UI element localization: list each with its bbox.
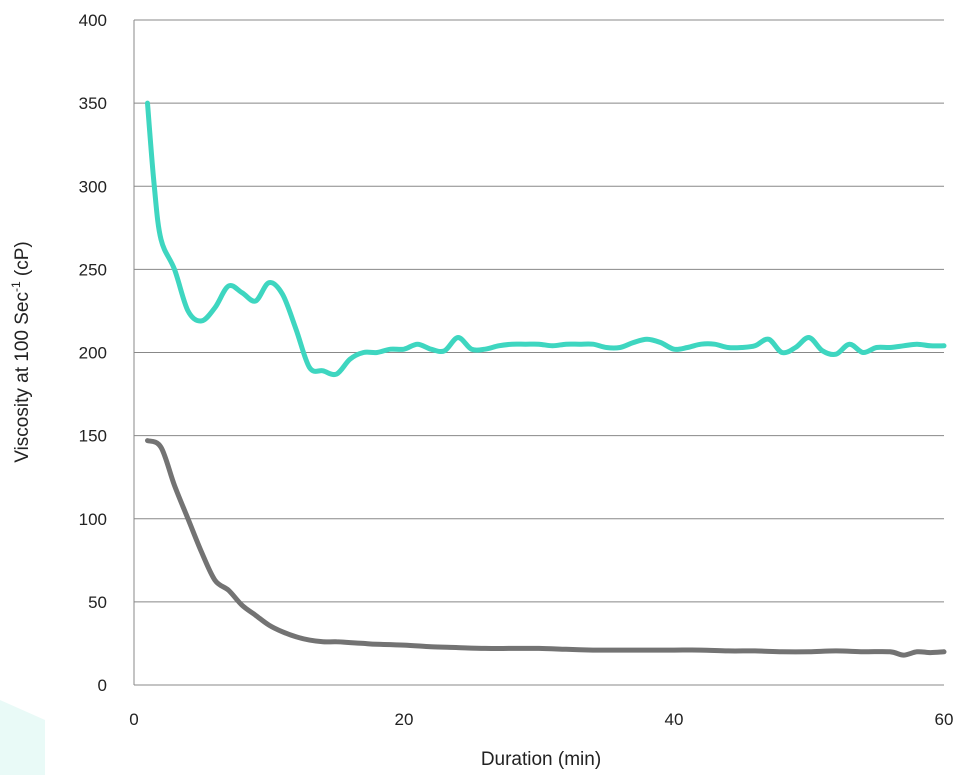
y-tick-label: 300 [79,177,107,196]
y-tick-label: 250 [79,260,107,279]
y-axis-label: Viscosity at 100 Sec-1 (cP) [9,241,33,463]
background-decoration-shape [0,700,45,775]
y-axis-label-unit: (cP) [12,241,33,281]
y-tick-label: 150 [79,427,107,446]
y-tick-label: 200 [79,344,107,363]
y-tick-label: 50 [88,593,107,612]
y-tick-labels: 0 50 100 150 200 250 300 350 400 [79,11,107,695]
series-lines [145,100,947,658]
y-tick-label: 100 [79,510,107,529]
x-tick-label: 40 [665,710,684,729]
gridlines [134,19,944,686]
x-tick-labels: 0 20 40 60 [129,710,953,729]
y-axis-label-main: Viscosity at 100 Sec [12,292,33,463]
y-axis-label-superscript: -1 [9,281,23,292]
x-axis-label: Duration (min) [481,749,601,770]
y-tick-label: 400 [79,11,107,30]
x-tick-label: 20 [395,710,414,729]
y-tick-label: 0 [98,676,107,695]
y-tick-label: 350 [79,94,107,113]
series-line-2 [145,438,947,658]
x-tick-label: 0 [129,710,138,729]
x-tick-label: 60 [935,710,954,729]
series-line-1 [145,100,947,378]
